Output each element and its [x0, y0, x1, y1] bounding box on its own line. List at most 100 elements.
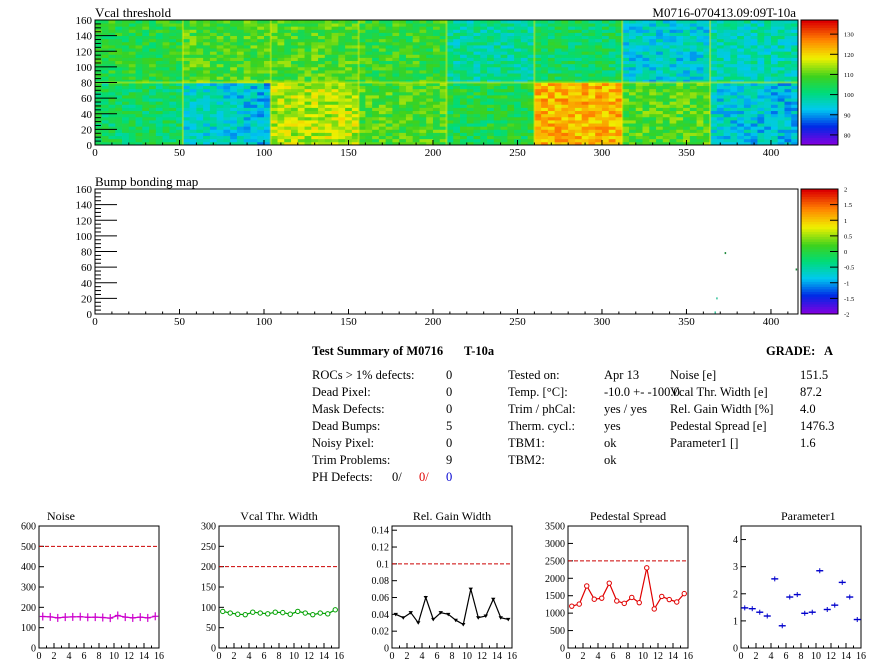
map-cell: [520, 41, 529, 46]
map-cell: [446, 110, 454, 115]
map-cell: [669, 141, 677, 146]
map-cell: [466, 51, 474, 55]
palette-band: [801, 289, 838, 292]
map-cell: [297, 57, 305, 62]
map-cell: [223, 57, 231, 62]
map-cell: [784, 66, 792, 71]
map-cell: [291, 60, 299, 65]
map-cell: [750, 85, 758, 90]
map-cell: [101, 32, 109, 37]
map-cell: [500, 60, 508, 65]
map-cell: [574, 45, 583, 49]
map-cell: [142, 38, 150, 43]
map-cell: [236, 123, 245, 127]
map-cell: [385, 126, 393, 130]
map-cell: [595, 110, 603, 115]
map-cell: [764, 126, 772, 130]
map-cell: [568, 66, 576, 71]
map-cell: [203, 98, 211, 102]
map-cell: [696, 132, 704, 137]
map-cell: [304, 41, 312, 46]
map-cell: [757, 132, 765, 137]
map-cell: [453, 123, 461, 127]
map-cell: [635, 41, 643, 46]
map-cell: [203, 113, 211, 118]
map-cell: [649, 20, 657, 24]
map-cell: [750, 26, 758, 30]
map-cell: [95, 113, 103, 118]
map-cell: [392, 70, 400, 74]
map-cell: [588, 85, 596, 90]
map-cell: [770, 35, 779, 40]
map-cell: [608, 82, 616, 87]
map-cell: [277, 91, 285, 96]
map-cell: [784, 91, 792, 96]
map-cell: [216, 35, 224, 40]
map-cell: [439, 41, 447, 46]
map-cell: [291, 138, 299, 143]
map-cell: [453, 23, 461, 27]
map-cell: [203, 104, 211, 108]
map-cell: [108, 129, 116, 133]
map-cell: [250, 123, 258, 127]
map-cell: [243, 48, 251, 52]
map-cell: [487, 57, 495, 62]
map-cell: [629, 45, 637, 49]
map-cell: [595, 66, 603, 71]
map-cell: [703, 29, 711, 33]
map-cell: [223, 138, 231, 143]
map-cell: [426, 135, 434, 140]
map-cell: [101, 63, 109, 68]
map-cell: [358, 41, 366, 46]
map-cell: [480, 41, 488, 46]
map-cell: [257, 135, 265, 140]
map-cell: [372, 138, 380, 143]
map-cell: [466, 70, 474, 74]
map-cell: [669, 104, 677, 108]
map-cell: [135, 91, 143, 96]
map-cell: [338, 63, 346, 68]
map-cell: [223, 110, 231, 115]
map-cell: [554, 54, 562, 58]
map-cell: [101, 110, 109, 115]
map-cell: [385, 141, 393, 146]
map-cell: [601, 113, 610, 118]
map-cell: [304, 70, 312, 74]
series-line: [571, 567, 685, 611]
map-cell: [764, 35, 772, 40]
map-cell: [95, 107, 103, 112]
map-cell: [230, 23, 238, 27]
map-cell: [331, 54, 339, 58]
map-cell: [595, 60, 603, 65]
map-cell: [358, 35, 366, 40]
map-cell: [629, 85, 637, 90]
map-cell: [162, 23, 170, 27]
map-cell: [135, 141, 143, 146]
map-cell: [466, 123, 474, 127]
map-cell: [331, 57, 339, 62]
map-cell: [696, 48, 704, 52]
map-cell: [615, 113, 623, 118]
map-cell: [608, 110, 616, 115]
map-cell: [527, 98, 535, 102]
map-cell: [358, 126, 366, 130]
map-cell: [338, 98, 346, 102]
map-cell: [284, 126, 292, 130]
palette-band: [801, 221, 838, 225]
map-cell: [419, 76, 427, 80]
map-cell: [385, 26, 393, 30]
data-point: [220, 608, 226, 615]
map-cell: [453, 95, 461, 99]
map-cell: [520, 132, 529, 137]
map-cell: [284, 98, 292, 102]
map-cell: [291, 29, 299, 33]
map-cell: [574, 79, 583, 83]
map-cell: [257, 82, 265, 87]
y-tick-label: 140: [76, 31, 93, 43]
map-cell: [230, 126, 238, 130]
map-cell: [764, 135, 772, 140]
map-cell: [419, 91, 427, 96]
map-cell: [527, 95, 535, 99]
map-cell: [372, 26, 380, 30]
map-cell: [324, 126, 332, 130]
